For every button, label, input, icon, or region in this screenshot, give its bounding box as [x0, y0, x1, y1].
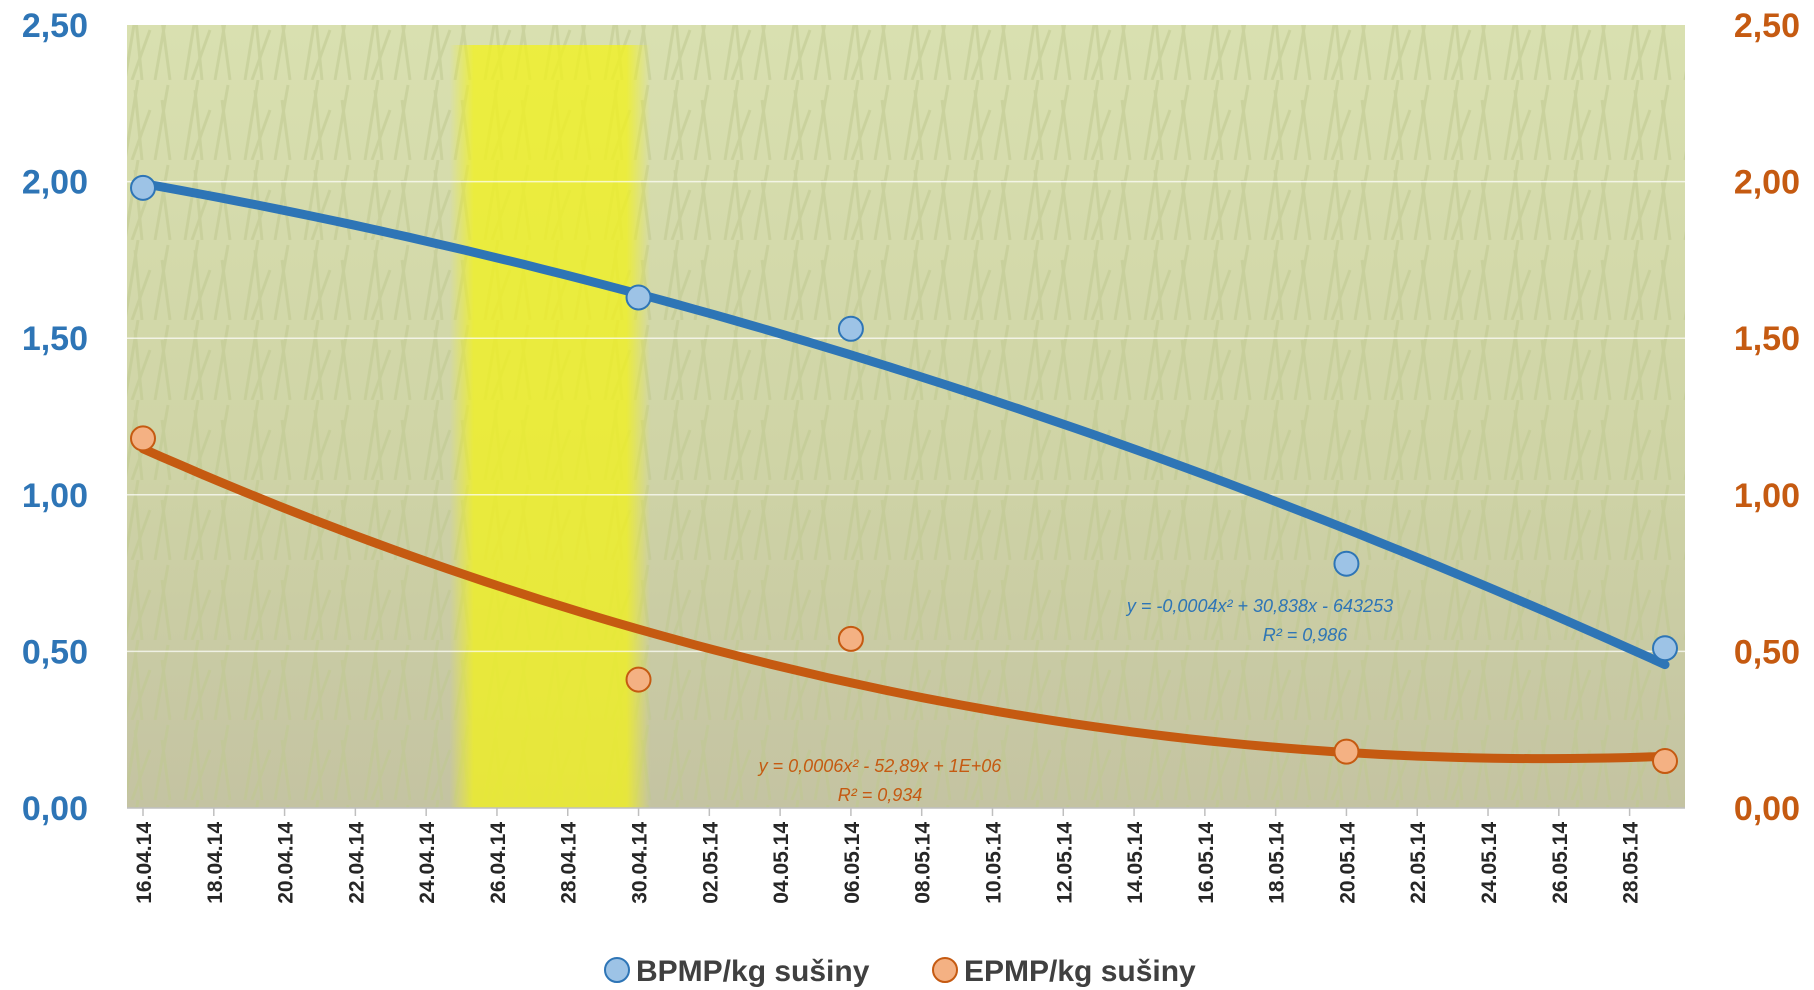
legend-label-epmp: EPMP/kg sušiny	[964, 955, 1196, 988]
trend-equation-bpmp-r2: R² = 0,986	[1263, 625, 1349, 645]
y-left-tick-label: 0,00	[22, 790, 88, 828]
trend-equation-epmp-formula: y = 0,0006x² - 52,89x + 1E+06	[757, 756, 1003, 776]
y-left-tick-label: 1,50	[22, 320, 88, 358]
x-tick-label: 20.04.14	[275, 822, 298, 904]
y-axis-left: 0,00 0,50 1,00 1,50 2,00 2,50	[22, 7, 88, 828]
x-tick-label: 24.05.14	[1478, 822, 1501, 904]
x-tick-label: 20.05.14	[1336, 822, 1359, 904]
x-tick-label: 16.05.14	[1195, 822, 1218, 904]
y-right-tick-label: 1,00	[1734, 477, 1800, 515]
data-point-epmp	[837, 625, 864, 652]
x-tick-label: 28.04.14	[558, 822, 581, 904]
trend-equation-epmp: y = 0,0006x² - 52,89x + 1E+06 R² = 0,934	[757, 756, 1003, 805]
trendlines	[138, 179, 1670, 764]
x-tick-label: 26.04.14	[487, 822, 510, 904]
y-left-tick-label: 1,00	[22, 477, 88, 515]
legend-item-epmp: EPMP/kg sušiny	[932, 955, 1196, 988]
data-point-epmp	[625, 666, 652, 693]
y-left-tick-label: 2,50	[22, 7, 88, 45]
trendline-bpmp	[138, 179, 1670, 670]
x-tick-label: 18.04.14	[204, 822, 227, 904]
legend: BPMP/kg sušiny EPMP/kg sušiny	[604, 955, 1196, 988]
x-axis: 16.04.14 18.04.14 20.04.14 22.04.14 24.04.14…	[127, 807, 1685, 904]
data-point-bpmp	[130, 174, 156, 201]
legend-label-bpmp: BPMP/kg sušiny	[636, 955, 870, 988]
data-point-bpmp	[1652, 635, 1678, 662]
x-tick-label: 12.05.14	[1053, 822, 1076, 904]
x-tick-label: 22.04.14	[345, 822, 368, 904]
legend-marker-epmp	[932, 957, 958, 983]
x-tick-label: 02.05.14	[699, 822, 722, 904]
y-right-tick-label: 0,00	[1734, 790, 1800, 828]
x-tick-label: 30.04.14	[629, 822, 652, 904]
y-right-tick-label: 1,50	[1734, 320, 1800, 358]
x-tick-label: 08.05.14	[912, 822, 935, 904]
highlight-band	[449, 45, 651, 808]
x-tick-label: 26.05.14	[1549, 822, 1572, 904]
y-left-tick-label: 0,50	[22, 633, 88, 671]
data-point-epmp	[1652, 748, 1678, 775]
y-right-tick-label: 2,50	[1734, 7, 1800, 45]
x-tick-label: 14.05.14	[1124, 822, 1147, 904]
gridlines	[127, 180, 1685, 653]
x-tick-label: 04.05.14	[770, 822, 793, 904]
y-right-tick-label: 0,50	[1734, 633, 1800, 671]
trend-equation-bpmp: y = -0,0004x² + 30,838x - 643253 R² = 0,…	[1125, 596, 1393, 645]
data-point-epmp	[130, 425, 156, 452]
data-point-epmp	[1333, 738, 1360, 765]
trendline-epmp	[138, 444, 1670, 764]
data-point-bpmp	[625, 284, 652, 311]
x-tick-label: 10.05.14	[982, 822, 1005, 904]
y-left-tick-label: 2,00	[22, 164, 88, 202]
y-axis-right: 0,00 0,50 1,00 1,50 2,00 2,50	[1734, 7, 1800, 828]
legend-marker-bpmp	[604, 957, 630, 983]
data-markers	[130, 174, 1678, 775]
x-tick-label: 18.05.14	[1266, 822, 1289, 904]
legend-item-bpmp: BPMP/kg sušiny	[604, 955, 870, 988]
x-tick-label: 22.05.14	[1407, 822, 1430, 904]
plot-background	[127, 25, 1685, 808]
x-tick-label: 06.05.14	[841, 822, 864, 904]
data-point-bpmp	[837, 315, 864, 342]
trend-equation-bpmp-formula: y = -0,0004x² + 30,838x - 643253	[1125, 596, 1393, 616]
data-point-bpmp	[1333, 550, 1360, 577]
y-right-tick-label: 2,00	[1734, 164, 1800, 202]
x-tick-label: 24.04.14	[416, 822, 439, 904]
x-tick-label: 16.04.14	[133, 822, 156, 904]
x-tick-label: 28.05.14	[1620, 822, 1643, 904]
trend-equation-epmp-r2: R² = 0,934	[838, 785, 923, 805]
